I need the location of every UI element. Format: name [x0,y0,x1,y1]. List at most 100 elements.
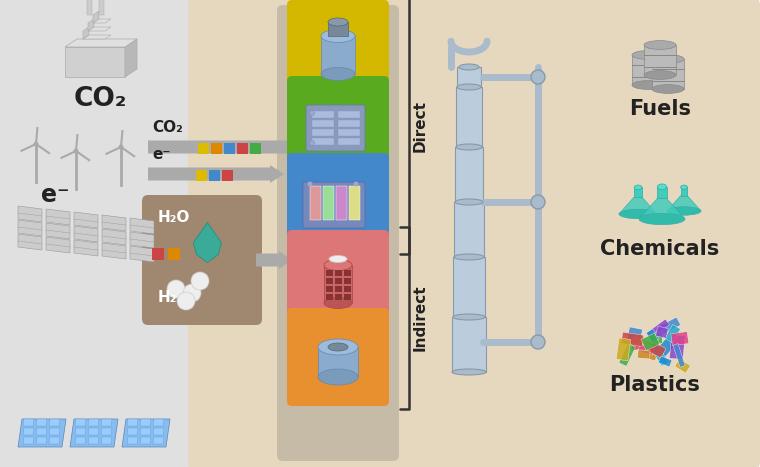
Polygon shape [153,419,164,426]
Bar [152,248,164,260]
Polygon shape [23,437,34,444]
Bar [644,45,676,75]
Bar [338,111,360,118]
Text: Direct: Direct [413,99,428,151]
Bar [335,270,342,276]
Polygon shape [140,428,151,435]
Circle shape [33,142,39,147]
Ellipse shape [632,50,664,59]
Bar [222,170,233,181]
FancyBboxPatch shape [665,325,680,343]
Circle shape [308,182,312,186]
Bar [312,120,334,127]
Polygon shape [639,198,685,219]
Text: Indirect: Indirect [413,285,428,351]
Ellipse shape [318,339,358,355]
FancyBboxPatch shape [675,359,691,373]
Polygon shape [130,246,154,262]
Circle shape [74,149,78,154]
FancyBboxPatch shape [616,338,631,361]
Polygon shape [18,206,42,222]
Bar [632,55,664,85]
Text: CO₂: CO₂ [152,120,182,135]
Ellipse shape [328,18,348,26]
Bar [312,138,334,145]
FancyBboxPatch shape [287,0,389,98]
Polygon shape [122,419,170,447]
Polygon shape [102,215,126,231]
Polygon shape [127,437,138,444]
Ellipse shape [457,84,481,90]
FancyArrow shape [148,138,304,156]
Bar [324,265,352,303]
Polygon shape [88,19,94,31]
Bar [681,187,687,196]
FancyBboxPatch shape [658,317,681,335]
Polygon shape [36,437,47,444]
Bar [211,143,222,154]
FancyBboxPatch shape [287,76,389,174]
Polygon shape [101,437,112,444]
FancyBboxPatch shape [619,344,635,366]
FancyBboxPatch shape [621,332,644,347]
Ellipse shape [652,85,684,93]
FancyBboxPatch shape [287,230,389,328]
Bar [335,286,342,292]
Polygon shape [46,237,70,253]
Bar [312,129,334,136]
Ellipse shape [329,255,347,262]
Polygon shape [36,428,47,435]
Ellipse shape [318,369,358,385]
Ellipse shape [456,144,482,150]
Circle shape [309,111,315,115]
FancyBboxPatch shape [648,342,660,361]
FancyBboxPatch shape [656,337,676,358]
Ellipse shape [639,213,685,225]
Polygon shape [456,87,482,147]
Polygon shape [130,218,154,234]
Circle shape [183,284,201,302]
Polygon shape [49,428,60,435]
Polygon shape [153,437,164,444]
Bar [335,278,342,284]
FancyBboxPatch shape [0,0,203,467]
Circle shape [191,272,209,290]
Text: Chemicals: Chemicals [600,239,720,259]
Polygon shape [88,437,99,444]
Bar [328,22,348,36]
FancyBboxPatch shape [287,308,389,406]
Ellipse shape [321,68,355,80]
Bar [338,138,360,145]
Ellipse shape [455,199,483,205]
Text: e⁻: e⁻ [152,147,170,162]
Polygon shape [74,240,98,256]
Polygon shape [102,243,126,259]
Bar [321,36,355,74]
Polygon shape [46,209,70,225]
Bar [344,278,351,284]
Bar [198,143,209,154]
Ellipse shape [657,184,667,190]
Polygon shape [83,35,111,39]
Polygon shape [102,229,126,245]
Polygon shape [101,428,112,435]
FancyBboxPatch shape [277,5,399,461]
Ellipse shape [459,64,479,70]
Ellipse shape [652,55,684,64]
FancyBboxPatch shape [651,345,669,366]
Polygon shape [93,19,111,23]
Polygon shape [455,147,483,202]
Ellipse shape [324,260,352,270]
Ellipse shape [454,254,484,260]
Text: H₂: H₂ [158,290,177,304]
Ellipse shape [632,81,664,89]
FancyBboxPatch shape [651,332,662,344]
Polygon shape [88,27,111,31]
Bar [87,0,92,15]
Ellipse shape [321,29,355,42]
Circle shape [531,335,545,349]
Ellipse shape [681,185,687,189]
Bar [349,186,360,220]
Polygon shape [457,67,481,87]
Bar [318,347,358,377]
